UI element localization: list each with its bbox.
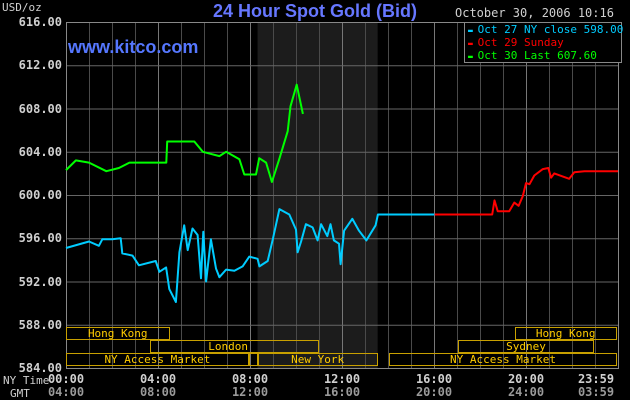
session-box: Hong Kong [66, 327, 170, 340]
x-tick-label-ny: 00:00 [47, 372, 85, 386]
y-tick-label: 604.00 [18, 144, 62, 159]
y-tick-label: 600.00 [18, 188, 62, 202]
legend-item: ▬ Oct 29 Sunday [468, 36, 564, 49]
x-tick-label-ny: 04:00 [139, 372, 177, 386]
x-tick-label-gmt: 20:00 [415, 385, 453, 399]
legend-item: ▬ Oct 30 Last 607.60 [468, 49, 597, 62]
legend-box [464, 22, 622, 63]
x-tick-label-gmt: 16:00 [323, 385, 361, 399]
x-tick-label-gmt: 24:00 [507, 385, 545, 399]
x-tick-label-gmt: 03:59 [577, 385, 615, 399]
session-box [248, 353, 258, 366]
x-tick-label-gmt: 12:00 [231, 385, 269, 399]
x-tick-label-ny: 20:00 [507, 372, 545, 386]
y-tick-label: 596.00 [18, 231, 62, 246]
timestamp: October 30, 2006 10:16 [455, 6, 614, 20]
x-tick-label-ny: 12:00 [323, 372, 361, 386]
series-line-0 [65, 208, 435, 303]
legend-label: Oct 30 Last 607.60 [477, 49, 597, 62]
series-line-1 [434, 167, 618, 216]
session-box: NY Access Market [66, 353, 249, 366]
plot-frame [66, 22, 619, 369]
y-tick-label: 588.00 [18, 317, 62, 332]
legend-label: Oct 29 Sunday [477, 36, 564, 49]
session-box: Sydney [458, 340, 594, 353]
x-tick-label-gmt: 08:00 [139, 385, 177, 399]
session-box: New York [257, 353, 378, 366]
y-tick-label: 608.00 [18, 101, 62, 116]
session-box: Hong Kong [514, 327, 617, 340]
session-box: NY Access Market [389, 353, 617, 366]
x-tick-label-ny: 23:59 [577, 372, 615, 386]
legend-swatch-icon: ▬ [468, 39, 478, 48]
legend-label: Oct 27 NY close 598.00 [477, 23, 624, 36]
y-tick-label: 616.00 [18, 15, 62, 29]
chart-title: 24 Hour Spot Gold (Bid) [213, 1, 417, 21]
session-box: London [149, 340, 319, 353]
y-tick-label: 612.00 [18, 58, 62, 73]
ny-time-label: NY Time [3, 374, 50, 387]
series-line-2 [65, 83, 304, 183]
website-link[interactable]: www.kitco.com [68, 37, 199, 57]
legend-swatch-icon: ▬ [468, 26, 478, 35]
x-tick-label-ny: 08:00 [231, 372, 269, 386]
legend-swatch-icon: ▬ [468, 52, 478, 61]
x-tick-label-ny: 16:00 [415, 372, 453, 386]
y-tick-label: 584.00 [18, 361, 62, 375]
legend-item: ▬ Oct 27 NY close 598.00 [468, 23, 623, 36]
x-tick-label-gmt: 04:00 [47, 385, 85, 399]
gmt-label: GMT [10, 387, 30, 400]
y-axis-unit: USD/oz [2, 1, 42, 14]
y-tick-label: 592.00 [18, 274, 62, 289]
